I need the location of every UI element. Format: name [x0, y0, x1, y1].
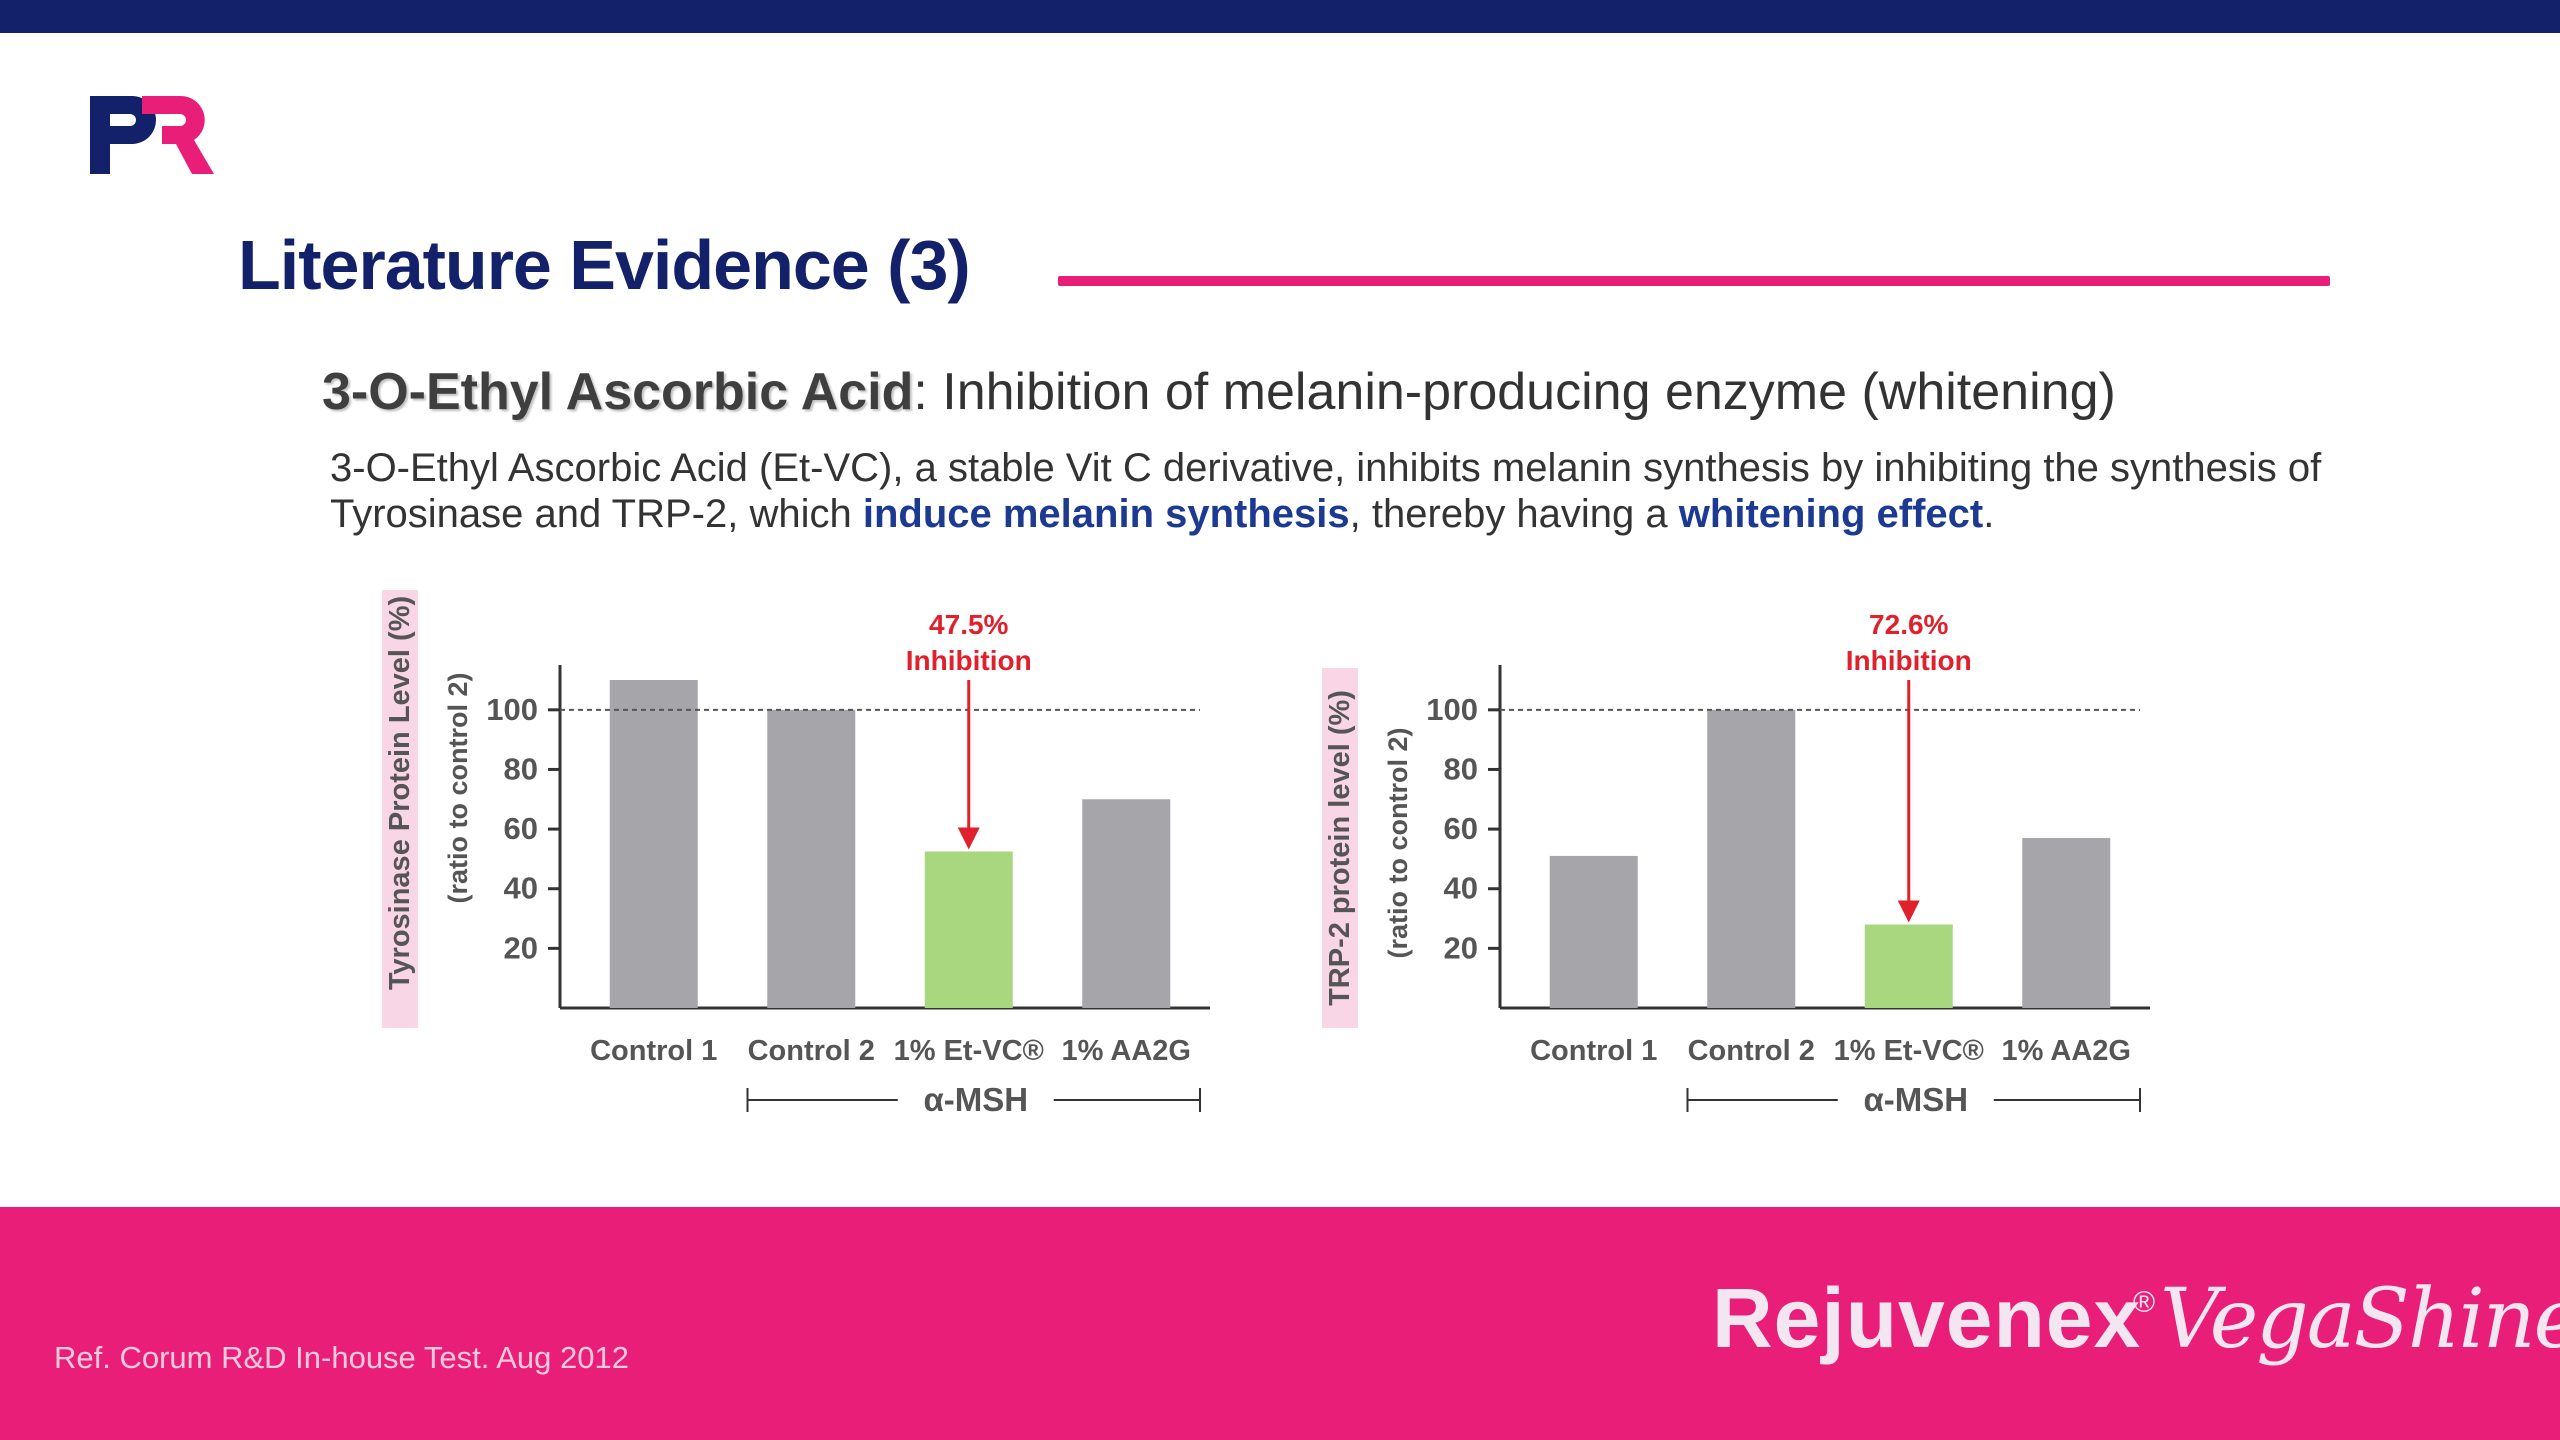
y-tick-label: 60: [1444, 811, 1478, 846]
annotation-arrowhead: [957, 827, 980, 850]
description-part3: .: [1983, 492, 1995, 536]
brand-script: VegaShine: [2160, 1272, 2560, 1367]
reference-text: Ref. Corum R&D In-house Test. Aug 2012: [54, 1340, 629, 1375]
subtitle-rest: : Inhibition of melanin-producing enzyme…: [913, 363, 2116, 421]
subtitle: 3-O-Ethyl Ascorbic Acid: Inhibition of m…: [322, 362, 2116, 422]
x-tick-label: 1% Et-VC®: [894, 1035, 1044, 1067]
y-tick-label: 20: [1444, 930, 1478, 965]
description-highlight2: whitening effect: [1678, 492, 1984, 536]
group-label: α-MSH: [1863, 1081, 1968, 1118]
annotation-arrowhead: [1897, 900, 1920, 923]
x-tick-label: 1% AA2G: [2002, 1035, 2131, 1067]
x-tick-label: Control 1: [1530, 1035, 1657, 1067]
y-axis-sublabel: (ratio to control 2): [1383, 728, 1413, 959]
y-tick-label: 100: [1426, 692, 1478, 727]
x-tick-label: Control 1: [590, 1035, 717, 1067]
ylabel-box: [382, 590, 418, 1028]
y-axis-sublabel: (ratio to control 2): [443, 673, 473, 904]
description-highlight1: induce melanin synthesis: [862, 492, 1350, 536]
title-rule: [1058, 276, 2330, 286]
x-tick-label: 1% AA2G: [1062, 1035, 1191, 1067]
y-tick-label: 20: [504, 930, 538, 965]
y-tick-label: 80: [504, 751, 538, 786]
brand-name: Rejuvenex: [1712, 1271, 2142, 1365]
footer-band: [0, 1207, 2560, 1440]
ylabel-box: [1322, 668, 1358, 1028]
group-label: α-MSH: [923, 1081, 1028, 1118]
y-tick-label: 40: [1444, 871, 1478, 906]
bar: [1549, 855, 1638, 1008]
annotation-label: Inhibition: [1846, 645, 1972, 676]
y-axis-label: TRP-2 protein level (%): [1324, 690, 1356, 1006]
pr-logo: [90, 95, 214, 174]
y-tick-label: 40: [504, 871, 538, 906]
bar: [1707, 709, 1796, 1008]
page-title: Literature Evidence (3): [238, 226, 971, 304]
description-part1: 3-O-Ethyl Ascorbic Acid (Et-VC), a stabl…: [330, 446, 2322, 536]
annotation-label: Inhibition: [906, 645, 1032, 676]
bar: [1864, 924, 1953, 1008]
y-tick-label: 100: [486, 692, 538, 727]
bar: [767, 709, 856, 1008]
x-tick-label: 1% Et-VC®: [1834, 1035, 1984, 1067]
bar: [2022, 838, 2111, 1008]
y-tick-label: 80: [1444, 751, 1478, 786]
x-tick-label: Control 2: [1688, 1035, 1815, 1067]
description: 3-O-Ethyl Ascorbic Acid (Et-VC), a stabl…: [330, 445, 2450, 537]
bar: [924, 851, 1013, 1008]
trp2-chart: TRP-2 protein level (%) (ratio to control…: [1322, 609, 2150, 1118]
bar: [1082, 799, 1171, 1008]
y-tick-label: 60: [504, 811, 538, 846]
annotation-value: 47.5%: [929, 609, 1008, 640]
bar: [609, 680, 698, 1008]
description-part2: , thereby having a: [1349, 492, 1679, 536]
y-axis-label: Tyrosinase Protein Level (%): [384, 596, 416, 990]
annotation-value: 72.6%: [1869, 609, 1948, 640]
x-tick-label: Control 2: [748, 1035, 875, 1067]
top-bar: [0, 0, 2560, 33]
subtitle-bold: 3-O-Ethyl Ascorbic Acid: [322, 363, 914, 421]
brand-registered-mark: ®: [2133, 1286, 2156, 1319]
tyrosinase-chart: Tyrosinase Protein Level (%) (ratio to co…: [382, 590, 1210, 1118]
